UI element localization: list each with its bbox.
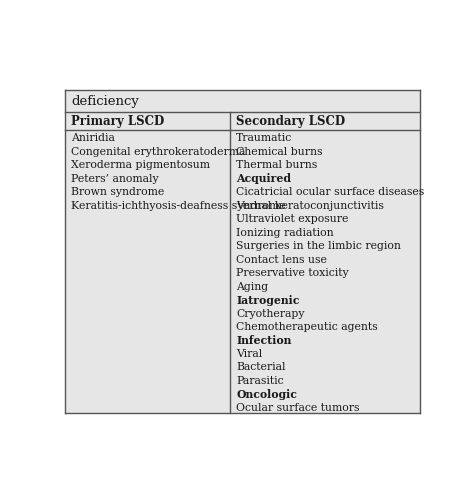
- Text: Aniridia: Aniridia: [71, 133, 115, 143]
- Text: Thermal burns: Thermal burns: [236, 160, 318, 170]
- Text: Xeroderma pigmentosum: Xeroderma pigmentosum: [71, 160, 210, 170]
- Text: Secondary LSCD: Secondary LSCD: [236, 115, 346, 128]
- Text: Peters’ anomaly: Peters’ anomaly: [71, 173, 158, 183]
- Text: Viral: Viral: [236, 348, 263, 358]
- Text: Chemical burns: Chemical burns: [236, 146, 323, 156]
- Text: Oncologic: Oncologic: [236, 388, 297, 399]
- Text: Chemotherapeutic agents: Chemotherapeutic agents: [236, 321, 378, 331]
- Text: Ionizing radiation: Ionizing radiation: [236, 227, 334, 237]
- Text: Acquired: Acquired: [236, 173, 292, 184]
- Text: Ultraviolet exposure: Ultraviolet exposure: [236, 213, 349, 223]
- Text: Vernal keratoconjunctivitis: Vernal keratoconjunctivitis: [236, 200, 384, 210]
- Bar: [64, 131, 420, 414]
- Text: Parasitic: Parasitic: [236, 375, 284, 385]
- Text: Cryotherapy: Cryotherapy: [236, 308, 305, 318]
- Text: Surgeries in the limbic region: Surgeries in the limbic region: [236, 240, 401, 250]
- Text: Brown syndrome: Brown syndrome: [71, 187, 164, 197]
- Text: Primary LSCD: Primary LSCD: [71, 115, 164, 128]
- Text: Aging: Aging: [236, 281, 268, 291]
- Text: Traumatic: Traumatic: [236, 133, 292, 143]
- Text: Preservative toxicity: Preservative toxicity: [236, 268, 349, 278]
- Text: Congenital erythrokeratoderma: Congenital erythrokeratoderma: [71, 146, 245, 156]
- Text: Infection: Infection: [236, 334, 292, 345]
- Bar: [64, 91, 420, 112]
- Text: Contact lens use: Contact lens use: [236, 254, 327, 264]
- Bar: [64, 112, 420, 131]
- Text: Keratitis-ichthyosis-deafness syndrome: Keratitis-ichthyosis-deafness syndrome: [71, 200, 285, 210]
- Text: Iatrogenic: Iatrogenic: [236, 294, 300, 305]
- Text: Cicatricial ocular surface diseases: Cicatricial ocular surface diseases: [236, 187, 425, 197]
- Text: Ocular surface tumors: Ocular surface tumors: [236, 402, 360, 412]
- Text: deficiency: deficiency: [71, 95, 139, 108]
- Text: Bacterial: Bacterial: [236, 362, 286, 372]
